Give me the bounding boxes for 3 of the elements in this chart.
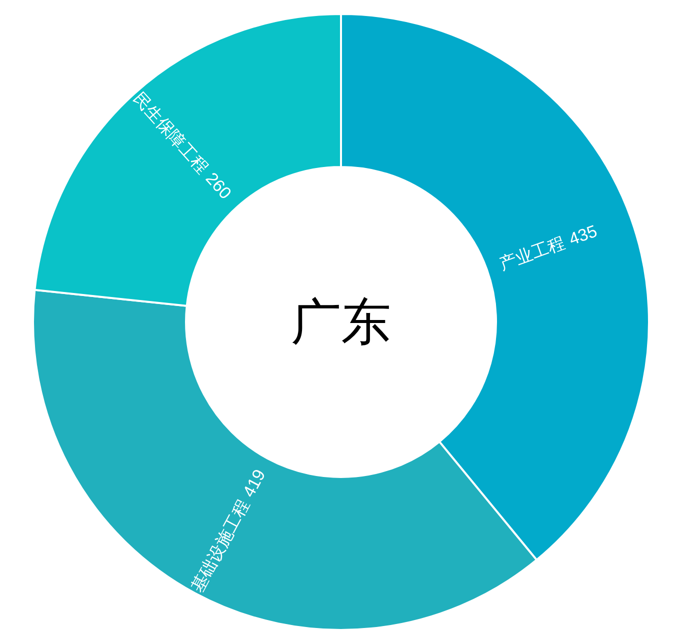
data-label: 435 bbox=[566, 222, 600, 249]
slice-label: 产业工程 bbox=[496, 233, 568, 274]
text: 广东 bbox=[291, 294, 391, 350]
